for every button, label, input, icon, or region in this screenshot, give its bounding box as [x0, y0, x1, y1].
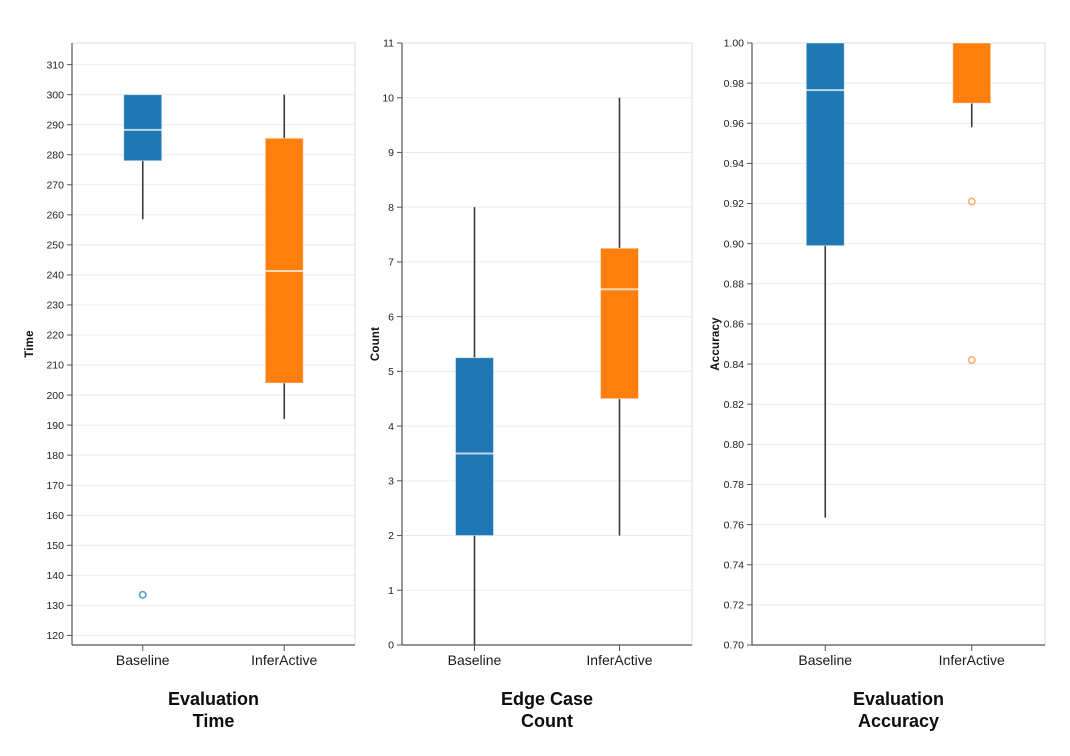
chart-title-evaluation-accuracy: Evaluation Accuracy — [752, 688, 1045, 732]
box-baseline — [805, 42, 845, 247]
y-axis-label-time: Time — [24, 330, 36, 358]
y-tick-label: 150 — [46, 540, 64, 552]
y-tick-label: 0.90 — [724, 238, 745, 250]
y-tick-label: 300 — [46, 89, 64, 101]
y-tick-label: 0.92 — [724, 198, 745, 210]
category-label: InferActive — [586, 652, 652, 668]
y-tick-label: 3 — [388, 476, 394, 488]
y-tick-label: 7 — [388, 257, 394, 269]
y-tick-label: 1 — [388, 585, 394, 597]
y-tick-label: 170 — [46, 480, 64, 492]
y-tick-label: 9 — [388, 147, 394, 159]
y-tick-label: 6 — [388, 311, 394, 323]
chart-evaluation-accuracy: 0.70 0.72 0.74 0.76 0.78 0.80 0.82 0.84 0.86 0.88… — [710, 0, 1070, 756]
y-tick-label: 0.84 — [724, 359, 745, 371]
y-tick-label: 5 — [388, 366, 394, 378]
category-label: Baseline — [448, 652, 502, 668]
y-tick-label: 250 — [46, 240, 64, 252]
box-inferactive — [952, 42, 992, 104]
y-tick-label: 120 — [46, 630, 64, 642]
plot-border — [72, 42, 356, 645]
y-tick-label: 11 — [383, 38, 394, 50]
y-tick-label: 240 — [46, 270, 64, 282]
y-tick-label: 2 — [388, 530, 394, 542]
y-axis-label-count: Count — [370, 326, 382, 362]
box-baseline — [123, 94, 163, 162]
y-tick-label: 0 — [388, 640, 394, 652]
y-tick-label: 280 — [46, 149, 64, 161]
chart-edge-case-count: 0 1 2 3 4 5 6 7 8 9 10 11 Baseline InferActive Count … — [357, 0, 713, 756]
outlier-point — [967, 356, 976, 365]
chart-title-evaluation-time: Evaluation Time — [72, 688, 355, 732]
y-tick-label: 310 — [46, 59, 64, 71]
y-tick-label: 210 — [46, 360, 64, 372]
y-tick-label: 270 — [46, 179, 64, 191]
y-tick-label: 0.98 — [724, 78, 745, 90]
category-label: InferActive — [939, 652, 1005, 668]
chart-evaluation-time: 120 130 140 150 160 170 180 190 200 210 220 230 240 2… — [0, 0, 357, 756]
y-tick-label: 130 — [46, 600, 64, 612]
box-inferactive — [600, 247, 639, 400]
y-tick-label: 0.96 — [724, 118, 745, 130]
chart-title-line: Evaluation — [167, 689, 260, 709]
chart-title-edge-case-count: Edge Case Count — [402, 688, 692, 732]
boxplot-evaluation-accuracy: 0.70 0.72 0.74 0.76 0.78 0.80 0.82 0.84 0.86 0.88… — [724, 38, 1046, 668]
y-tick-label: 190 — [46, 420, 64, 432]
y-tick-label: 1.00 — [724, 38, 745, 50]
y-tick-label: 0.86 — [724, 319, 745, 331]
y-tick-label: 200 — [46, 390, 64, 402]
y-tick-label: 220 — [46, 330, 64, 342]
chart-title-line: Time — [192, 711, 235, 731]
y-tick-label: 10 — [382, 92, 394, 104]
plot-border — [752, 42, 1046, 645]
outlier-point — [967, 197, 976, 206]
y-tick-label: 0.80 — [724, 439, 745, 451]
y-tick-label: 0.76 — [724, 519, 745, 531]
category-label: InferActive — [251, 652, 317, 668]
y-tick-label: 0.88 — [724, 279, 745, 291]
plot-border — [402, 42, 693, 645]
y-axis-label-accuracy: Accuracy — [710, 317, 722, 371]
chart-title-line: Accuracy — [857, 711, 940, 731]
y-tick-label: 0.72 — [724, 600, 745, 612]
chart-title-line: Count — [521, 711, 573, 731]
y-tick-label: 290 — [46, 119, 64, 131]
y-tick-label: 0.70 — [724, 640, 745, 652]
y-tick-label: 0.78 — [724, 479, 745, 491]
y-tick-label: 0.74 — [724, 559, 745, 571]
chart-title-line: Edge Case — [500, 689, 594, 709]
y-tick-label: 140 — [46, 570, 64, 582]
y-tick-label: 160 — [46, 510, 64, 522]
y-tick-label: 180 — [46, 450, 64, 462]
y-tick-label: 8 — [388, 202, 394, 214]
boxplot-edge-case-count: 0 1 2 3 4 5 6 7 8 9 10 11 Baseline InferActive — [382, 38, 693, 668]
y-tick-label: 0.94 — [724, 158, 745, 170]
outlier-point — [138, 590, 147, 599]
chart-title-line: Evaluation — [852, 689, 945, 709]
boxplot-evaluation-time: 120 130 140 150 160 170 180 190 200 210 220 230 240 2… — [46, 42, 356, 668]
box-baseline — [455, 357, 494, 537]
category-label: Baseline — [116, 652, 170, 668]
y-tick-label: 0.82 — [724, 399, 745, 411]
y-tick-label: 260 — [46, 210, 64, 222]
category-label: Baseline — [798, 652, 852, 668]
y-tick-label: 230 — [46, 300, 64, 312]
box-inferactive — [264, 137, 304, 384]
y-tick-label: 4 — [388, 421, 394, 433]
